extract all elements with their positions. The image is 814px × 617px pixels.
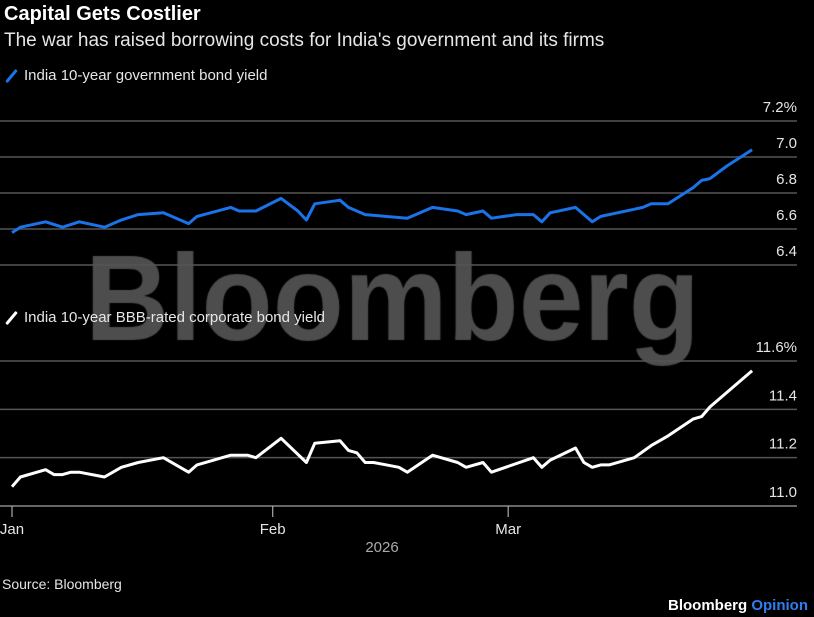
bloomberg-opinion-logo: Bloomberg Opinion (668, 597, 808, 614)
y-tick-label: 6.8 (776, 171, 797, 188)
gov-bond-yield-line (11, 148, 753, 234)
y-tick-label: 6.6 (776, 207, 797, 224)
blue-line-swatch-icon (6, 69, 16, 83)
y-tick-label: 11.6% (756, 339, 797, 356)
white-line-swatch-icon (6, 311, 16, 325)
legend-label-corp: India 10-year BBB-rated corporate bond y… (24, 309, 326, 326)
y-tick-label: 7.0 (776, 135, 797, 152)
x-tick-label: Mar (495, 521, 521, 538)
brand-name: Bloomberg (668, 597, 748, 614)
y-tick-label: 6.4 (776, 243, 797, 260)
legend-corp-bond: India 10-year BBB-rated corporate bond y… (6, 309, 325, 326)
y-tick-label: 11.0 (769, 484, 797, 501)
x-axis-label: 2026 (365, 539, 398, 556)
y-tick-label: 7.2% (763, 99, 797, 116)
y-tick-label: 11.2 (769, 436, 797, 453)
y-tick-label: 11.4 (769, 387, 797, 404)
chart-title: Capital Gets Costlier (4, 3, 201, 25)
corp-bond-yield-line (10, 369, 754, 488)
x-tick-label: Feb (260, 521, 286, 538)
x-tick-label: Jan (0, 521, 24, 538)
legend-gov-bond: India 10-year government bond yield (6, 67, 268, 84)
brand-suffix: Opinion (751, 597, 808, 614)
chart-subtitle: The war has raised borrowing costs for I… (4, 30, 605, 51)
source-note: Source: Bloomberg (2, 576, 122, 592)
legend-label-gov: India 10-year government bond yield (24, 67, 268, 84)
